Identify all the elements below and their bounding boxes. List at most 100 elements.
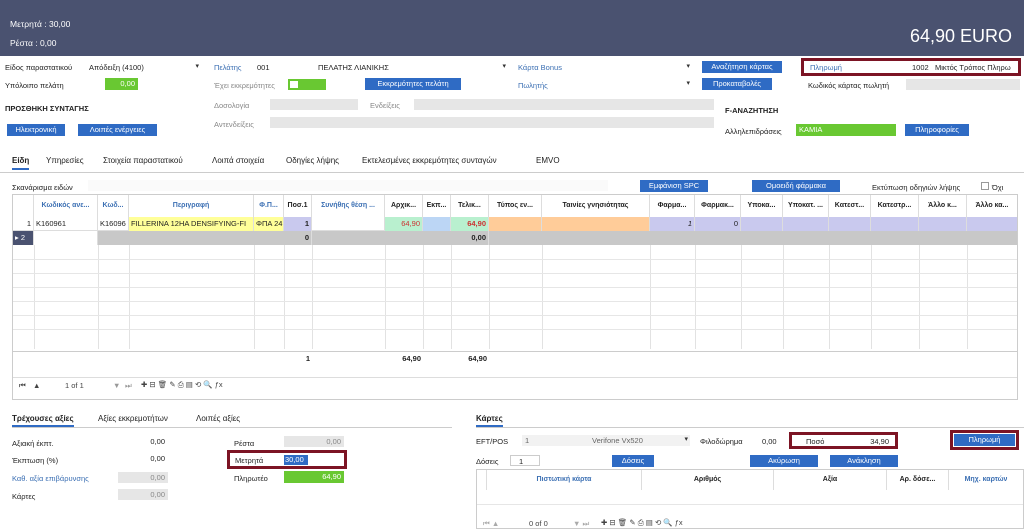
- tab-loipes-axies[interactable]: Λοιπές αξίες: [196, 414, 241, 423]
- main-tabs: Είδη Υπηρεσίες Στοιχεία παραστατικού Λοι…: [0, 150, 1024, 172]
- col-mix-karton[interactable]: Μηχ. καρτών: [949, 470, 1023, 490]
- akyrosi-button[interactable]: Ακύρωση: [750, 455, 818, 467]
- tab-ektelesmenes[interactable]: Εκτελεσμένες εκκρεμότητες συνταγών: [362, 156, 497, 165]
- ypoloipo-label: Υπόλοιπο πελάτη: [5, 81, 64, 90]
- cards-toolbar-icons[interactable]: ✚ ⊟ 🗑 ✎ ⎙ ▤ ⟲ 🔍 ƒx: [601, 518, 683, 527]
- loipes-energeies-button[interactable]: Λοιπές ενέργειες: [78, 124, 157, 136]
- col-perigrafi[interactable]: Περιγραφή: [129, 195, 254, 217]
- eidos-select[interactable]: Απόδειξη (4100) ▾: [86, 62, 201, 73]
- cards-page-indicator: 0 of 0: [529, 519, 548, 528]
- first-page-icon[interactable]: ⏮: [19, 381, 26, 390]
- antendeixeis-input[interactable]: [270, 117, 714, 128]
- ektyposi-checkbox[interactable]: [981, 182, 989, 190]
- ekkremotites-button[interactable]: Εκκρεμότητες πελάτη: [365, 78, 461, 90]
- politis-select[interactable]: ▾: [574, 79, 694, 90]
- first-page-icon[interactable]: ⏮ ▲: [483, 519, 500, 528]
- anaklisi-button[interactable]: Ανάκληση: [830, 455, 898, 467]
- pelatis-label: Πελάτης: [214, 63, 242, 72]
- dosologia-input[interactable]: [270, 99, 358, 110]
- col-tainies[interactable]: Ταινίες γνησιότητας: [542, 195, 650, 217]
- resta-value: 0,00: [284, 436, 344, 447]
- axiaki-input[interactable]: 0,00: [118, 436, 168, 447]
- scan-label: Σκανάρισμα ειδών: [12, 183, 73, 192]
- header-resta: Ρέστα : 0,00: [10, 38, 57, 48]
- page-indicator: 1 of 1: [65, 381, 84, 390]
- tab-ypiresies[interactable]: Υπηρεσίες: [46, 156, 84, 165]
- kodikos-politi-input[interactable]: [906, 79, 1020, 90]
- col-allo1[interactable]: Άλλο κ...: [919, 195, 967, 217]
- doseis-button[interactable]: Δόσεις: [612, 455, 654, 467]
- tab-emvo[interactable]: EMVO: [536, 156, 560, 165]
- eidos-label: Είδος παραστατικού: [5, 63, 73, 72]
- toolbar-icons[interactable]: ✚ ⊟ 🗑 ✎ ⎙ ▤ ⟲ 🔍 ƒx: [141, 380, 223, 389]
- prev-page-icon[interactable]: ▲: [33, 381, 41, 390]
- col-fp[interactable]: Φ.Π...: [254, 195, 284, 217]
- antendeixeis-label: Αντενδείξεις: [214, 120, 254, 129]
- anazitisi-kartas-button[interactable]: Αναζήτηση κάρτας: [702, 61, 782, 73]
- header-metrita: Μετρητά : 30,00: [10, 19, 71, 29]
- cards-pager: ⏮ ▲ 0 of 0 ▼ ⏭ ✚ ⊟ 🗑 ✎ ⎙ ▤ ⟲ 🔍 ƒx: [477, 518, 1023, 529]
- next-page-icon[interactable]: ▼ ⏭: [573, 519, 590, 528]
- col-katest2[interactable]: Κατεστρ...: [871, 195, 919, 217]
- chevron-down-icon: ▾: [502, 63, 506, 70]
- poso-input[interactable]: 34,90: [870, 437, 889, 446]
- col-arithmos[interactable]: Αριθμός: [642, 470, 774, 490]
- prokatavoles-button[interactable]: Προκαταβολές: [702, 78, 772, 90]
- tab-trexouses[interactable]: Τρέχουσες αξίες: [12, 414, 74, 427]
- eftpos-label: EFT/POS: [476, 437, 509, 446]
- spc-button[interactable]: Εμφάνιση SPC: [640, 180, 708, 192]
- pliroteo-value: 64,90: [284, 471, 344, 483]
- col-farma1[interactable]: Φαρμα...: [650, 195, 695, 217]
- filodorima-value[interactable]: 0,00: [762, 437, 777, 446]
- karta-bonus-select[interactable]: ▾: [574, 62, 694, 73]
- table-row[interactable]: ▸ 2 0 0,00: [13, 231, 1017, 245]
- col-kodikos-anev[interactable]: Κωδικός ανε...: [34, 195, 98, 217]
- col-pistotiki[interactable]: Πιστωτική κάρτα: [487, 470, 642, 490]
- next-page-icon[interactable]: ▼: [113, 381, 121, 390]
- ochi-label: Όχι: [992, 183, 1004, 192]
- col-axia[interactable]: Αξία: [774, 470, 887, 490]
- table-row[interactable]: 1 K160961 K16096 FILLERINA 12HA DENSIFYI…: [13, 217, 1017, 231]
- col-kod[interactable]: Κωδ...: [98, 195, 129, 217]
- eftpos-select[interactable]: 1 Verifone Vx520 ▾: [522, 435, 690, 446]
- ypoloipo-value: 0,00: [105, 78, 138, 90]
- pliromi-button[interactable]: Πληρωμή: [954, 434, 1015, 446]
- plirofories-button[interactable]: Πληροφορίες: [905, 124, 969, 136]
- ekkremotites-toggle[interactable]: [288, 79, 326, 90]
- tabs-divider: [0, 172, 1024, 173]
- col-katest1[interactable]: Κατεστ...: [829, 195, 871, 217]
- f-anazitisi-label: F-ΑΝΑΖΗΤΗΣΗ: [725, 106, 779, 115]
- col-ypokat[interactable]: Υποκατ. ...: [783, 195, 829, 217]
- ekptosi-input[interactable]: 0,00: [118, 453, 168, 464]
- col-ar-doseon[interactable]: Αρ. δόσε...: [887, 470, 949, 490]
- last-page-icon[interactable]: ⏭: [125, 381, 132, 390]
- col-posotita[interactable]: Ποσ.1: [284, 195, 312, 217]
- col-synithis-thesi[interactable]: Συνήθης θέση ...: [312, 195, 385, 217]
- axiaki-label: Αξιακή έκπτ.: [12, 439, 54, 448]
- pliromi-code[interactable]: 1002: [912, 63, 929, 72]
- col-arxiki[interactable]: Αρχικ...: [385, 195, 423, 217]
- col-ypoka[interactable]: Υποκα...: [741, 195, 783, 217]
- tab-odigies[interactable]: Οδηγίες λήψης: [286, 156, 340, 165]
- pelatis-select[interactable]: 001 ΠΕΛΑΤΗΣ ΛΙΑΝΙΚΗΣ ▾: [254, 62, 514, 73]
- pliromi-value[interactable]: Μικτός Τρόπος Πληρω: [935, 63, 1011, 72]
- ilektroniki-button[interactable]: Ηλεκτρονική: [7, 124, 65, 136]
- kodikos-politi-label: Κωδικός κάρτας πωλητή: [808, 81, 890, 90]
- col-ekptosi[interactable]: Εκπ...: [423, 195, 451, 217]
- scan-input[interactable]: [88, 180, 608, 191]
- cards-title[interactable]: Κάρτες: [476, 414, 503, 427]
- tab-eidi[interactable]: Είδη: [12, 156, 30, 170]
- col-farma2[interactable]: Φαρμακ...: [695, 195, 741, 217]
- tab-loipa[interactable]: Λοιπά στοιχεία: [212, 156, 265, 165]
- col-typos[interactable]: Τύπος εν...: [489, 195, 542, 217]
- allilepidraseis-value: ΚΑΜΙΑ: [796, 124, 896, 136]
- col-allo2[interactable]: Άλλο κα...: [967, 195, 1017, 217]
- tab-axies-ekkremotiton[interactable]: Αξίες εκκρεμοτήτων: [98, 414, 168, 423]
- omoeidi-button[interactable]: Ομοειδή φάρμακα: [752, 180, 840, 192]
- metrita-input[interactable]: 30,00: [284, 455, 308, 465]
- doseis-input[interactable]: 1: [510, 455, 540, 466]
- doseis-label: Δόσεις: [476, 457, 499, 466]
- endeixeis-input[interactable]: [414, 99, 714, 110]
- tab-stoixeia[interactable]: Στοιχεία παραστατικού: [103, 156, 183, 165]
- col-teliki[interactable]: Τελικ...: [451, 195, 489, 217]
